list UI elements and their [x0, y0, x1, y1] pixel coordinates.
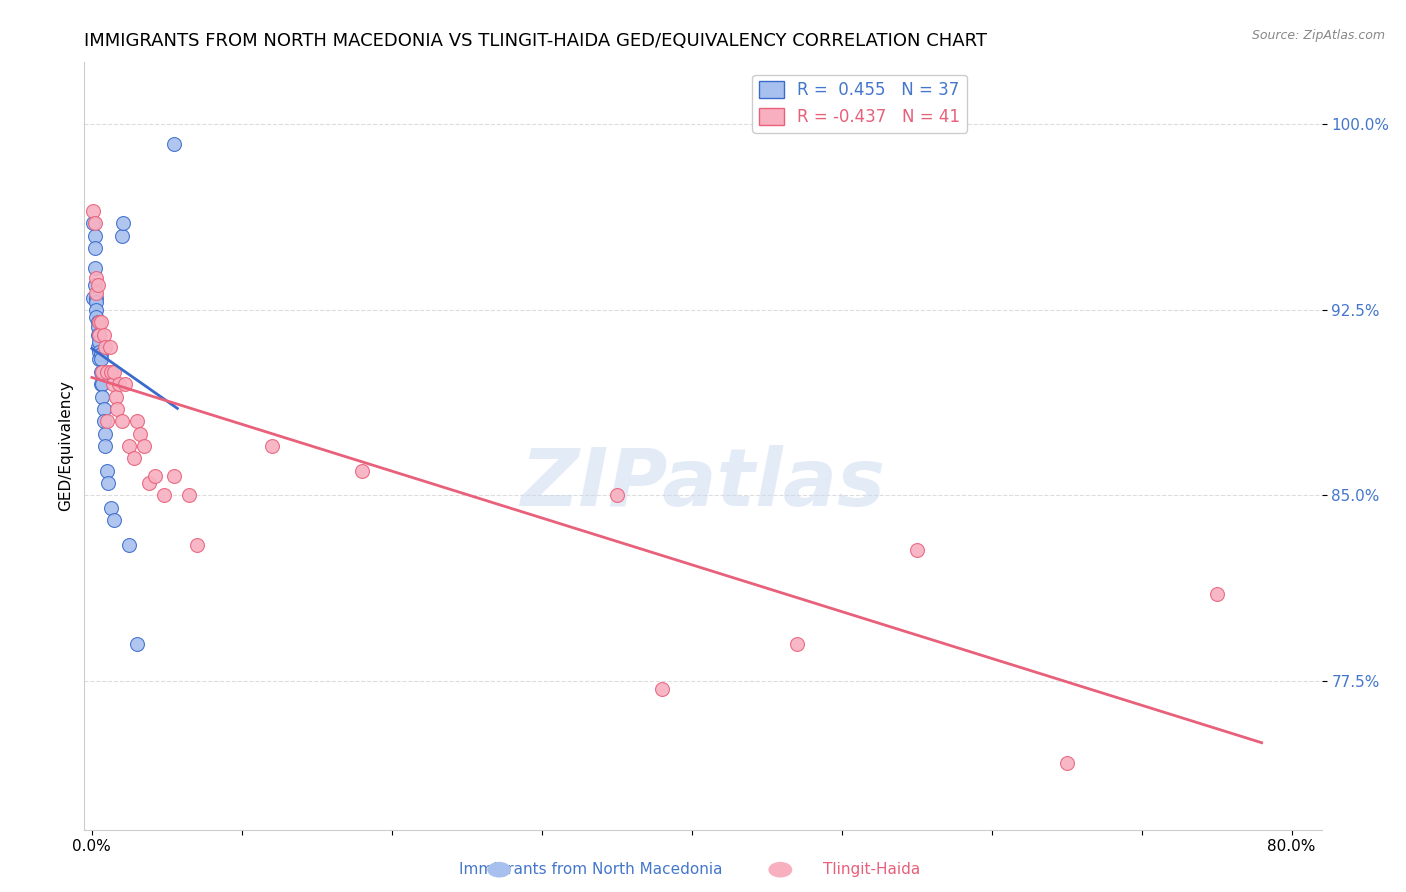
Point: [1205, 587, 1227, 601]
Point: [111, 414, 134, 428]
Point: [260, 439, 283, 453]
Point: [118, 439, 141, 453]
Point: [100, 365, 122, 379]
Point: [90, 315, 112, 329]
Point: [103, 513, 125, 527]
Point: [90, 365, 112, 379]
Point: [651, 681, 673, 696]
Point: [86, 302, 108, 317]
Point: [103, 365, 125, 379]
Point: [89, 327, 111, 342]
Point: [86, 295, 108, 310]
Point: [125, 414, 148, 428]
Point: [179, 488, 201, 502]
Point: [87, 320, 110, 334]
Point: [87, 278, 110, 293]
Point: [89, 315, 111, 329]
Text: Source: ZipAtlas.com: Source: ZipAtlas.com: [1251, 29, 1385, 42]
Point: [118, 538, 141, 552]
Point: [96, 414, 118, 428]
Point: [94, 340, 117, 354]
Point: [786, 637, 808, 651]
Point: [128, 426, 150, 441]
Point: [90, 352, 112, 367]
Text: ZIPatlas: ZIPatlas: [520, 445, 886, 524]
Point: [87, 315, 110, 329]
Point: [104, 390, 127, 404]
Point: [86, 291, 108, 305]
Point: [86, 270, 108, 285]
Point: [94, 426, 117, 441]
Point: [94, 439, 117, 453]
Point: [82, 291, 104, 305]
Point: [89, 334, 111, 349]
Point: [114, 377, 136, 392]
Point: [82, 216, 104, 230]
Point: [90, 377, 112, 392]
Point: [87, 327, 110, 342]
Point: [83, 241, 105, 255]
Point: [97, 476, 120, 491]
Point: [350, 464, 373, 478]
Point: [606, 488, 628, 502]
Point: [93, 401, 115, 416]
Text: IMMIGRANTS FROM NORTH MACEDONIA VS TLINGIT-HAIDA GED/EQUIVALENCY CORRELATION CHA: IMMIGRANTS FROM NORTH MACEDONIA VS TLING…: [84, 32, 987, 50]
Point: [163, 137, 186, 152]
Point: [105, 401, 128, 416]
Point: [83, 216, 105, 230]
Point: [90, 347, 112, 361]
Point: [89, 352, 111, 367]
Point: [86, 285, 108, 300]
Point: [125, 637, 148, 651]
Point: [89, 327, 111, 342]
Point: [163, 468, 186, 483]
Point: [186, 538, 208, 552]
Point: [143, 468, 166, 483]
Point: [122, 451, 145, 466]
Point: [111, 228, 134, 243]
Text: Immigrants from North Macedonia: Immigrants from North Macedonia: [458, 863, 723, 877]
Point: [96, 365, 118, 379]
Point: [91, 365, 114, 379]
Point: [93, 327, 115, 342]
Point: [905, 543, 928, 558]
Point: [96, 464, 118, 478]
Point: [1056, 756, 1078, 770]
Point: [153, 488, 176, 502]
Point: [86, 310, 108, 325]
Y-axis label: GED/Equivalency: GED/Equivalency: [58, 381, 73, 511]
Point: [83, 228, 105, 243]
Point: [93, 414, 115, 428]
Point: [87, 340, 110, 354]
Point: [138, 476, 160, 491]
Point: [91, 390, 114, 404]
Point: [83, 260, 105, 275]
Point: [112, 216, 135, 230]
Point: [134, 439, 156, 453]
Point: [91, 377, 114, 392]
Point: [100, 500, 122, 515]
Point: [101, 377, 124, 392]
Point: [108, 377, 131, 392]
Text: Tlingit-Haida: Tlingit-Haida: [823, 863, 921, 877]
Point: [89, 345, 111, 359]
Legend: R =  0.455   N = 37, R = -0.437   N = 41: R = 0.455 N = 37, R = -0.437 N = 41: [752, 75, 967, 133]
Point: [83, 278, 105, 293]
Point: [98, 340, 121, 354]
Point: [82, 203, 104, 218]
